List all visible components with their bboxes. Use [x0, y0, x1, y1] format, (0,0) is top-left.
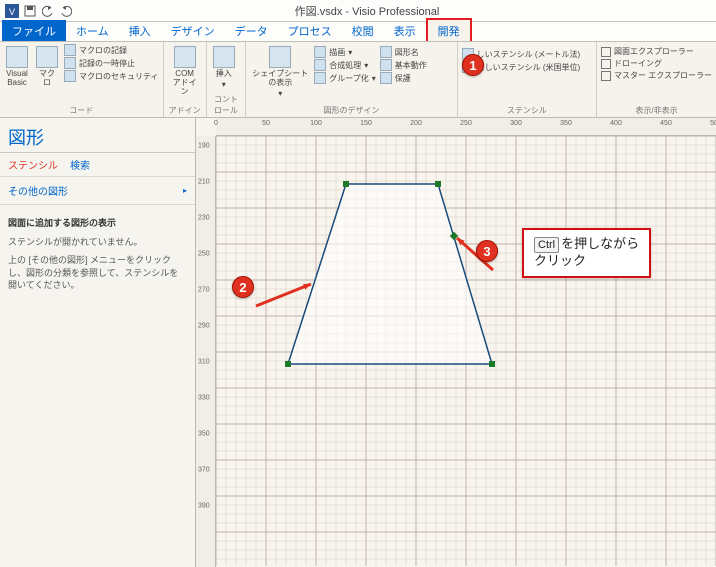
master-label: マスター エクスプローラー [614, 70, 712, 81]
gear-icon [380, 59, 392, 71]
kbd-ctrl: Ctrl [534, 237, 559, 253]
tab-developer[interactable]: 開発 [426, 18, 472, 41]
macro-button[interactable]: マクロ [34, 44, 60, 104]
stencil-us-label: 新しいステンシル (米国単位) [477, 62, 581, 73]
annotation-1: 1 [462, 54, 484, 76]
shapes-pane-title: 図形 [0, 118, 195, 153]
vb-label: Visual Basic [6, 70, 28, 88]
behavior-label: 基本動作 [395, 60, 427, 71]
save-icon[interactable] [22, 3, 38, 19]
drawing-label: ドローイング [614, 58, 662, 69]
group-button[interactable]: グループ化 ▾ [314, 72, 376, 84]
insert-control-button[interactable]: 挿入 ▾ [211, 44, 237, 93]
checkbox-icon [601, 59, 611, 69]
shapesheet-button[interactable]: シェイプシート の表示 ▾ [250, 44, 310, 104]
chevron-right-icon: ▸ [183, 186, 187, 195]
com-addin-button[interactable]: COM アドイン [168, 44, 202, 104]
pause-icon [64, 57, 76, 69]
record-label: マクロの記録 [79, 45, 127, 56]
checkbox-icon [601, 71, 611, 81]
redo-icon[interactable] [58, 3, 74, 19]
master-check[interactable]: マスター エクスプローラー [601, 70, 712, 81]
chevron-down-icon: ▾ [364, 61, 368, 70]
ruler-vertical: 190210230250270290310330350370390 [196, 136, 216, 567]
drawing-canvas[interactable] [216, 136, 716, 567]
group-code-label: コード [4, 104, 159, 117]
more-shapes-button[interactable]: その他の図形 ▸ [0, 177, 195, 205]
behavior-button[interactable]: 基本動作 [380, 59, 427, 71]
pause-record-button[interactable]: 記録の一時停止 [64, 57, 159, 69]
shapename-button[interactable]: 図形名 [380, 46, 427, 58]
group-stencil-label: ステンシル [462, 104, 592, 117]
tab-view[interactable]: 表示 [384, 20, 426, 41]
stencil-tab[interactable]: ステンシル [8, 157, 58, 172]
callout-line1: を押しながら [561, 236, 639, 251]
insert-icon [213, 46, 235, 68]
window-title: 作図.vsdx - Visio Professional [78, 3, 656, 19]
record-icon [64, 44, 76, 56]
draw-tool-button[interactable]: 描画 ▾ [314, 46, 376, 58]
chevron-down-icon: ▾ [222, 81, 226, 90]
callout-line2: クリック [534, 253, 586, 268]
chevron-down-icon: ▾ [278, 90, 282, 99]
visual-basic-button[interactable]: Visual Basic [4, 44, 30, 104]
macro-label: マクロ [36, 70, 58, 88]
group-label: グループ化 [329, 73, 369, 84]
drawing-check[interactable]: ドローイング [601, 58, 712, 69]
addin-icon [174, 46, 196, 68]
tab-review[interactable]: 校閲 [342, 20, 384, 41]
app-icon: V [4, 3, 20, 19]
group-shape-design-label: 図形のデザイン [250, 104, 452, 117]
insert-label: 挿入 [216, 70, 232, 79]
tag-icon [380, 46, 392, 58]
shapesheet-label: シェイプシート の表示 [252, 70, 308, 88]
sec-label: マクロのセキュリティ [79, 71, 159, 82]
compose-icon [314, 59, 326, 71]
tab-data[interactable]: データ [225, 20, 278, 41]
pause-label: 記録の一時停止 [79, 58, 135, 69]
record-macro-button[interactable]: マクロの記録 [64, 44, 159, 56]
trapezoid-shape[interactable] [288, 184, 492, 364]
tab-file[interactable]: ファイル [2, 20, 66, 41]
annotation-2: 2 [232, 276, 254, 298]
protect-label: 保護 [395, 73, 411, 84]
vb-icon [6, 46, 28, 68]
compose-label: 合成処理 [329, 60, 361, 71]
help-line-2: 上の [その他の図形] メニューをクリックし、図形の分類を参照して、ステンシルを… [8, 254, 187, 292]
checkbox-icon [601, 47, 611, 57]
ruler-horizontal: 050100150200250300350400450500 [216, 118, 716, 136]
compose-button[interactable]: 合成処理 ▾ [314, 59, 376, 71]
group-showhide-label: 表示/非表示 [601, 104, 712, 117]
macro-security-button[interactable]: マクロのセキュリティ [64, 70, 159, 82]
drawexp-label: 図面エクスプローラー [614, 46, 694, 57]
pencil-icon [314, 46, 326, 58]
more-shapes-label: その他の図形 [8, 183, 68, 198]
chevron-down-icon: ▾ [372, 74, 376, 83]
macro-icon [36, 46, 58, 68]
group-control-label: コントロール [211, 93, 242, 117]
drawexp-check[interactable]: 図面エクスプローラー [601, 46, 712, 57]
lock-icon [380, 72, 392, 84]
annotation-3: 3 [476, 240, 498, 262]
group-addin-label: アドイン [168, 104, 202, 117]
protect-button[interactable]: 保護 [380, 72, 427, 84]
help-title: 図面に追加する図形の表示 [8, 217, 187, 230]
shapesheet-icon [269, 46, 291, 68]
tab-process[interactable]: プロセス [278, 20, 342, 41]
callout-ctrl-click: Ctrlを押しながら クリック [522, 228, 651, 278]
search-tab[interactable]: 検索 [70, 157, 90, 172]
draw-label: 描画 [329, 47, 345, 58]
addin-label: COM アドイン [170, 70, 200, 96]
shapename-label: 図形名 [395, 47, 419, 58]
shield-icon [64, 70, 76, 82]
undo-icon[interactable] [40, 3, 56, 19]
svg-text:V: V [9, 7, 15, 17]
tab-design[interactable]: デザイン [161, 20, 225, 41]
tab-home[interactable]: ホーム [66, 20, 119, 41]
help-line-1: ステンシルが開かれていません。 [8, 236, 187, 249]
stencil-m-label: しいステンシル (メートル法) [477, 49, 581, 60]
chevron-down-icon: ▾ [348, 48, 352, 57]
group-icon [314, 72, 326, 84]
tab-insert[interactable]: 挿入 [119, 20, 161, 41]
